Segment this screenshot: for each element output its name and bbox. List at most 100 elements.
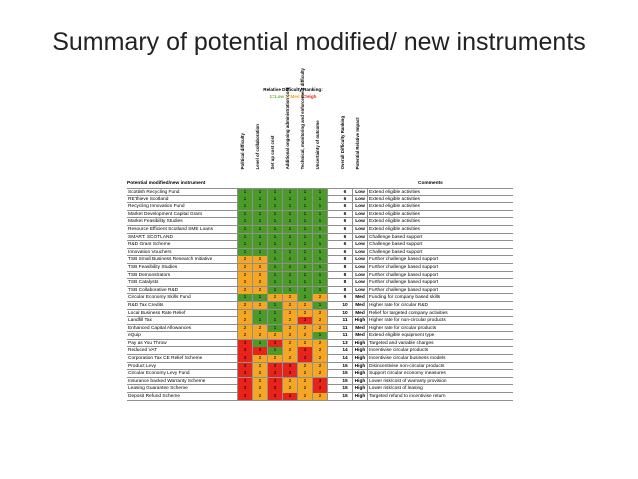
score-cell: 1 <box>283 279 298 287</box>
comment: Lower risk/cost of leasing <box>369 386 423 392</box>
column-header-political: Political difficulty <box>239 133 245 170</box>
score-cell: 1 <box>268 256 283 264</box>
comment: Extend eligible equipment type <box>369 333 435 339</box>
comment: Targeted refund to incentivise return <box>369 394 446 400</box>
impact-value: Med <box>353 309 368 317</box>
score-cell: 2 <box>313 355 328 363</box>
overall-ranking: 8 <box>338 286 353 294</box>
instrument-name: Circular Economy Skills Fund <box>127 294 238 302</box>
comment: Extend eligible activities <box>369 204 420 210</box>
score-cell: 2 <box>298 362 313 370</box>
score-cell: 2 <box>313 317 328 325</box>
score-cell: 1 <box>268 203 283 211</box>
table-row: TSB Demonstrators 2 2 1 1 1 1 8 Low Further chall… <box>127 271 513 280</box>
table-row: Market Feasibility Studies 1 1 1 1 1 1 6 Low Exte… <box>127 218 513 226</box>
score-cell: 2 <box>238 317 253 325</box>
impact-value: Low <box>353 203 368 211</box>
impact-value: High <box>353 377 368 385</box>
instrument-name: R&D Grant Scheme <box>127 241 238 249</box>
score-cell: 1 <box>283 189 298 197</box>
score-cell: 2 <box>238 286 253 294</box>
score-cell: 1 <box>253 248 268 256</box>
score-cell: 1 <box>238 225 253 234</box>
score-cell: 2 <box>283 332 298 340</box>
table-row: R&D Grant Scheme 1 1 1 1 1 1 6 Low Challenge base… <box>127 241 513 249</box>
table-row: TSB Feasibility Studies 2 2 1 1 1 1 8 Low Further… <box>127 263 513 272</box>
score-cell: 3 <box>238 370 253 378</box>
score-cell: 1 <box>268 279 283 287</box>
score-cell: 1 <box>268 195 283 203</box>
score-cell: 1 <box>313 256 328 264</box>
comment: Extend eligible activities <box>369 190 420 195</box>
overall-ranking: 8 <box>338 279 353 287</box>
score-cell: 1 <box>283 218 298 226</box>
impact-value: High <box>353 393 368 401</box>
instrument-name: Market Development Capital Grant <box>127 210 238 218</box>
score-cell: 3 <box>238 339 253 347</box>
overall-ranking: 9 <box>338 294 353 302</box>
score-cell: 1 <box>268 317 283 325</box>
comment: Higher rate for circular R&D <box>369 302 428 308</box>
instrument-name: TSB Small Business Research Initiative <box>127 256 238 264</box>
score-cell: 3 <box>238 347 253 355</box>
impact-value: Low <box>353 195 368 203</box>
instrument-name: TSB Feasibility Studies <box>127 263 238 272</box>
impact-value: High <box>353 370 368 378</box>
impact-value: Low <box>353 241 368 249</box>
score-cell: 2 <box>283 324 298 332</box>
score-cell: 2 <box>283 385 298 393</box>
score-cell: 1 <box>298 195 313 203</box>
instrument-name: Landfill Tax <box>127 317 238 325</box>
column-header-uncertainty: Uncertainty of outcome <box>314 120 320 170</box>
table-row: Market Development Capital Grant 1 1 1 1 1 1 6 L… <box>127 210 513 219</box>
instrument-name: Deposit Refund Scheme <box>127 393 238 401</box>
score-cell: 2 <box>283 309 298 317</box>
table-row: Recycling Innovation Fund 1 1 1 1 1 1 6 Low Exten… <box>127 203 513 211</box>
impact-value: High <box>353 362 368 370</box>
score-cell: 1 <box>313 241 328 249</box>
table-row: Local Business Rate Relief 2 1 1 2 2 2 10 Med Rel… <box>127 309 513 318</box>
instrument-name: Scottish Recycling Fund <box>127 189 238 197</box>
score-cell: 1 <box>268 189 283 197</box>
score-cell: 1 <box>253 241 268 249</box>
score-cell: 3 <box>268 339 283 347</box>
score-cell: 1 <box>283 210 298 218</box>
overall-ranking: 6 <box>338 233 353 241</box>
instrument-name: eQuip <box>127 332 238 340</box>
score-cell: 3 <box>253 347 268 355</box>
score-cell: 1 <box>268 347 283 355</box>
score-cell: 3 <box>238 362 253 370</box>
score-cell: 1 <box>298 189 313 197</box>
score-cell: 2 <box>238 263 253 272</box>
score-cell: 2 <box>238 301 253 309</box>
overall-ranking: 15 <box>338 393 353 401</box>
score-cell: 1 <box>253 233 268 241</box>
table-row: Leasing Guarantee Scheme 3 2 3 2 2 3 15 High Lowe… <box>127 385 513 394</box>
score-cell: 2 <box>253 279 268 287</box>
score-cell: 2 <box>283 317 298 325</box>
score-cell: 2 <box>253 256 268 264</box>
table-row: TSB Collaborative R&D 2 2 1 1 1 1 8 Low Further c… <box>127 286 513 295</box>
overall-ranking: 11 <box>338 317 353 325</box>
score-cell: 2 <box>268 355 283 363</box>
impact-value: Med <box>353 301 368 309</box>
score-cell: 1 <box>283 241 298 249</box>
score-cell: 3 <box>283 393 298 401</box>
table-row: Reduced VAT 3 3 1 2 3 2 14 High Incentivise circu… <box>127 347 513 356</box>
column-header-technical: Technical, monitoring and enforcement di… <box>299 68 305 170</box>
score-cell: 1 <box>268 248 283 256</box>
score-cell: 1 <box>298 210 313 218</box>
score-cell: 2 <box>313 339 328 347</box>
comment: Extend eligible activities <box>369 211 420 217</box>
table-row: Corporation Tax CE Relief Scheme 3 2 2 2 3 2 14… <box>127 355 513 363</box>
instrument-name: TSB Collaborative R&D <box>127 286 238 294</box>
comment: Extend eligible activities <box>369 226 420 232</box>
table-row: TSB Small Business Research Initiative 2 2… <box>127 256 513 264</box>
score-cell: 2 <box>283 347 298 355</box>
score-cell: 1 <box>253 339 268 347</box>
overall-ranking: 8 <box>338 263 353 272</box>
comment: Funding for company based skills <box>369 295 441 301</box>
score-cell: 2 <box>298 332 313 340</box>
instrument-name: Enhanced Capital Allowances <box>127 324 238 332</box>
comment: Higher rate for non-circular products <box>369 318 446 324</box>
